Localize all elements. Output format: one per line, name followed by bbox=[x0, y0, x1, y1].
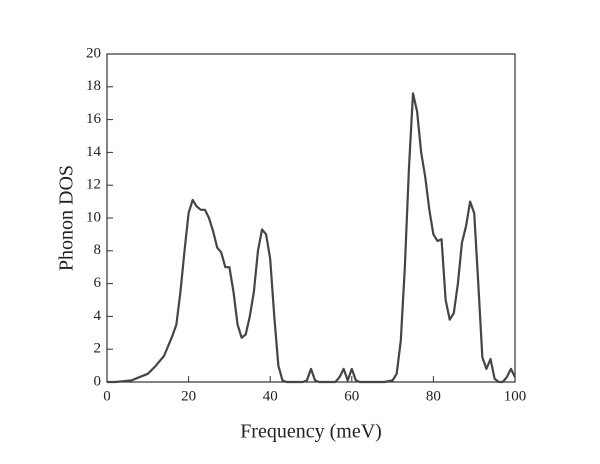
x-tick-label: 60 bbox=[344, 388, 359, 404]
y-tick-label: 14 bbox=[86, 144, 102, 160]
y-tick-label: 0 bbox=[94, 373, 102, 389]
plot-frame bbox=[106, 53, 516, 383]
y-axis-label: Phonon DOS bbox=[56, 165, 78, 271]
y-tick-label: 4 bbox=[94, 308, 102, 324]
y-tick-label: 20 bbox=[86, 45, 101, 61]
x-tick-label: 40 bbox=[263, 388, 278, 404]
x-tick-label: 80 bbox=[426, 388, 441, 404]
x-tick-label: 100 bbox=[504, 388, 527, 404]
y-tick-label: 2 bbox=[94, 341, 102, 357]
y-tick-label: 12 bbox=[86, 177, 101, 193]
data-line bbox=[107, 92, 516, 384]
y-tick-label: 6 bbox=[94, 275, 102, 291]
y-tick-label: 16 bbox=[86, 111, 102, 127]
y-tick-label: 18 bbox=[86, 78, 101, 94]
y-tick-label: 10 bbox=[86, 209, 101, 225]
x-tick-label: 0 bbox=[103, 388, 111, 404]
y-tick-label: 8 bbox=[94, 242, 102, 258]
x-tick-label: 20 bbox=[181, 388, 196, 404]
x-axis-label: Frequency (meV) bbox=[240, 421, 382, 443]
